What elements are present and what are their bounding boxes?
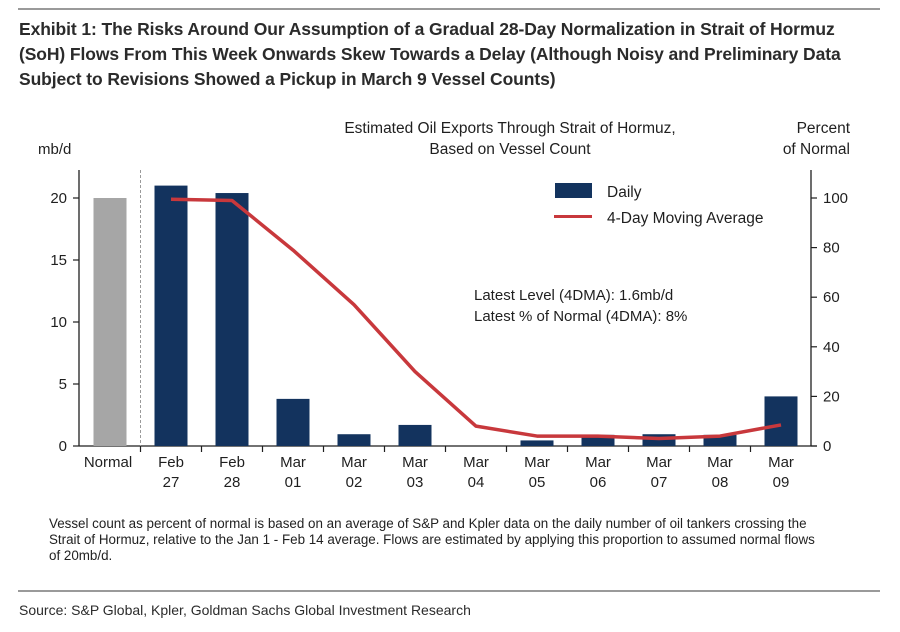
x-tick-label-line-1: Mar	[524, 454, 550, 471]
x-tick-label-line-1: Mar	[768, 454, 794, 471]
right-tick-label: 40	[823, 339, 840, 356]
chart-title-line-2: Based on Vessel Count	[429, 141, 591, 158]
bar-daily	[398, 424, 432, 446]
x-tick-label-line-2: 03	[407, 474, 424, 491]
right-tick-label: 100	[823, 190, 848, 207]
x-tick-label-line-1: Mar	[707, 454, 733, 471]
bars	[93, 185, 798, 446]
top-rule	[18, 8, 880, 10]
source-line: Source: S&P Global, Kpler, Goldman Sachs…	[19, 602, 471, 618]
moving-average-line	[170, 197, 782, 441]
bar-daily	[581, 434, 615, 446]
annotation: Latest Level (4DMA): 1.6mb/d Latest % of…	[474, 287, 687, 325]
x-tick-labels: Normal Feb 27 Feb 28 Mar 01 Mar 02 Mar 03 Mar 04 Mar 0…	[84, 454, 794, 491]
annotation-latest-level: Latest Level (4DMA): 1.6mb/d	[474, 287, 673, 304]
x-tick-label-line-2: 09	[773, 474, 790, 491]
x-tick-label-line-2: 07	[651, 474, 668, 491]
right-tick-label: 60	[823, 289, 840, 306]
bar-daily	[276, 398, 310, 446]
x-tick-label-line-1: Feb	[219, 454, 245, 471]
x-tick-label-line-2: 28	[224, 474, 241, 491]
right-tick-label: 80	[823, 240, 840, 257]
footnote: Vessel count as percent of normal is bas…	[49, 516, 815, 563]
x-tick-label-line-2: 08	[712, 474, 729, 491]
x-tick-label-line-2: 02	[346, 474, 363, 491]
x-tick-label-line-1: Mar	[280, 454, 306, 471]
legend-swatch-daily	[555, 183, 592, 198]
chart-title-line-1: Estimated Oil Exports Through Strait of …	[344, 120, 675, 137]
legend-label-moving-average: 4-Day Moving Average	[607, 210, 764, 227]
bar-daily	[215, 193, 249, 446]
right-tick-label: 20	[823, 388, 840, 405]
x-tick-label-line-2: 04	[468, 474, 485, 491]
x-tick-label-line-1: Mar	[646, 454, 672, 471]
left-axis-label: mb/d	[38, 141, 71, 158]
bar-daily	[154, 185, 188, 446]
left-tick-label: 10	[50, 314, 67, 331]
annotation-latest-percent: Latest % of Normal (4DMA): 8%	[474, 308, 687, 325]
legend-label-daily: Daily	[607, 184, 642, 201]
x-tick-label-line-1: Feb	[158, 454, 184, 471]
left-tick-label: 20	[50, 190, 67, 207]
left-tick-label: 15	[50, 252, 67, 269]
right-tick-label: 0	[823, 438, 831, 455]
x-tick-label-line-1: Mar	[463, 454, 489, 471]
legend: Daily 4-Day Moving Average	[554, 183, 764, 227]
bar-daily	[703, 434, 737, 446]
bottom-rule	[18, 590, 880, 592]
bar-daily	[337, 434, 371, 446]
x-tick-label-line-1: Mar	[402, 454, 428, 471]
x-tick-label-line-1: Mar	[341, 454, 367, 471]
legend-swatch-moving-average	[554, 215, 592, 218]
chart-title: Estimated Oil Exports Through Strait of …	[344, 120, 675, 158]
x-tick-label-line-1: Mar	[585, 454, 611, 471]
left-tick-label: 5	[59, 376, 67, 393]
x-tick-label-line-2: 06	[590, 474, 607, 491]
chart: Estimated Oil Exports Through Strait of …	[38, 120, 851, 491]
x-tick-label-line-1: Normal	[84, 454, 132, 471]
x-tick-label-line-2: 05	[529, 474, 546, 491]
right-axis-label-line-2: of Normal	[783, 141, 850, 158]
x-tick-label-line-2: 27	[163, 474, 180, 491]
exhibit-title: Exhibit 1: The Risks Around Our Assumpti…	[19, 19, 841, 89]
bar-daily	[764, 396, 798, 446]
bar-daily	[520, 440, 554, 446]
left-tick-label: 0	[59, 438, 67, 455]
axes: 0 5 10 15 20 0 20 40 60 80 100	[50, 170, 848, 455]
bar-normal	[93, 198, 127, 446]
right-axis-label-line-1: Percent	[797, 120, 851, 137]
x-tick-label-line-2: 01	[285, 474, 302, 491]
